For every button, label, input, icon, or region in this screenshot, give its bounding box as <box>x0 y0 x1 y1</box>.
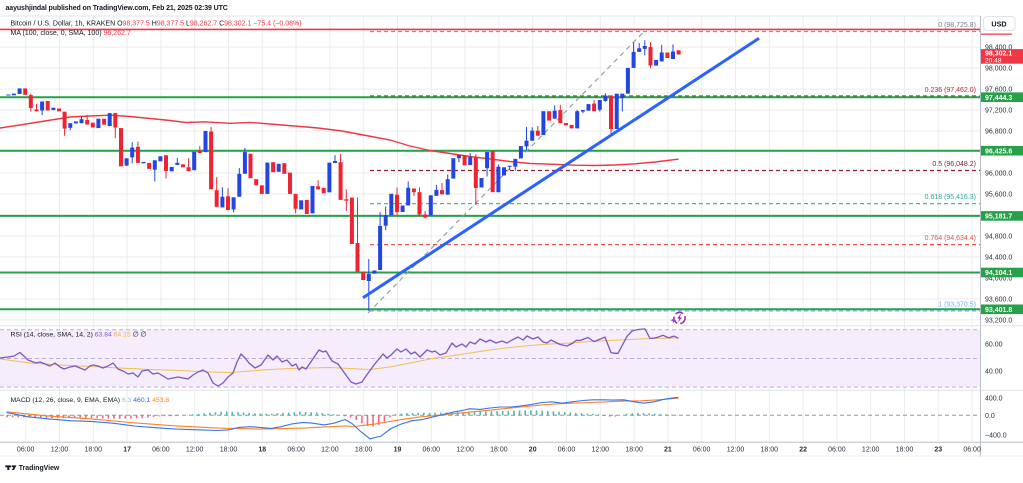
svg-text:USD: USD <box>991 19 1006 28</box>
svg-text:06:00: 06:00 <box>828 446 846 453</box>
svg-text:0.764 (94,634.4): 0.764 (94,634.4) <box>925 235 976 242</box>
svg-text:12:00: 12:00 <box>456 446 474 453</box>
svg-text:18:00: 18:00 <box>625 446 643 453</box>
svg-text:18:00: 18:00 <box>355 446 373 453</box>
svg-text:18:00: 18:00 <box>220 446 238 453</box>
svg-text:Bitcoin / U.S. Dollar, 1h, KRA: Bitcoin / U.S. Dollar, 1h, KRAKEN O98,37… <box>11 20 302 27</box>
svg-text:0 (98,725.8): 0 (98,725.8) <box>938 22 976 29</box>
svg-text:12:00: 12:00 <box>321 446 339 453</box>
svg-text:95,181.7: 95,181.7 <box>985 214 1012 221</box>
svg-text:12:00: 12:00 <box>186 446 204 453</box>
svg-text:97,444.3: 97,444.3 <box>985 95 1012 102</box>
svg-text:MACD (12, 26, close, 9, EMA, E: MACD (12, 26, close, 9, EMA, EMA) 6.3 46… <box>11 397 170 404</box>
svg-text:94,400.0: 94,400.0 <box>985 255 1012 262</box>
svg-text:96,000.0: 96,000.0 <box>985 171 1012 178</box>
svg-text:18:00: 18:00 <box>896 446 914 453</box>
svg-text:18: 18 <box>258 446 266 453</box>
svg-text:06:00: 06:00 <box>152 446 170 453</box>
svg-text:12:00: 12:00 <box>592 446 610 453</box>
svg-text:18:00: 18:00 <box>761 446 779 453</box>
svg-text:0.0: 0.0 <box>985 413 995 420</box>
svg-text:0.236 (97,462.0): 0.236 (97,462.0) <box>925 87 976 94</box>
svg-text:aayushjindal published on Trad: aayushjindal published on TradingView.co… <box>6 5 228 12</box>
svg-text:06:00: 06:00 <box>558 446 576 453</box>
svg-text:0.618 (95,416.3): 0.618 (95,416.3) <box>925 194 976 201</box>
svg-text:06:00: 06:00 <box>287 446 305 453</box>
svg-text:19: 19 <box>394 446 402 453</box>
svg-text:96,800.0: 96,800.0 <box>985 129 1012 136</box>
svg-text:06:00: 06:00 <box>693 446 711 453</box>
svg-text:93,200.0: 93,200.0 <box>985 318 1012 325</box>
svg-text:98,000.0: 98,000.0 <box>985 66 1012 73</box>
svg-text:20:48: 20:48 <box>985 58 1002 65</box>
svg-text:97,200.0: 97,200.0 <box>985 108 1012 115</box>
svg-text:12:00: 12:00 <box>727 446 745 453</box>
svg-text:23: 23 <box>934 446 942 453</box>
svg-text:96,425.6: 96,425.6 <box>985 148 1012 155</box>
svg-text:60.00: 60.00 <box>985 342 1003 349</box>
svg-text:22: 22 <box>799 446 807 453</box>
svg-text:1 (93,370.5): 1 (93,370.5) <box>938 301 976 308</box>
svg-text:94,800.0: 94,800.0 <box>985 234 1012 241</box>
svg-text:21: 21 <box>664 446 672 453</box>
svg-text:−400.0: −400.0 <box>985 433 1007 440</box>
svg-text:12:00: 12:00 <box>862 446 880 453</box>
svg-text:20: 20 <box>529 446 537 453</box>
svg-text:06:00: 06:00 <box>17 446 35 453</box>
svg-text:0.5 (96,048.2): 0.5 (96,048.2) <box>932 161 976 168</box>
svg-text:12:00: 12:00 <box>51 446 69 453</box>
svg-text:MA (100, close, 0, SMA, 100) 9: MA (100, close, 0, SMA, 100) 96,262.7 <box>11 30 131 37</box>
svg-text:93,600.0: 93,600.0 <box>985 297 1012 304</box>
svg-text:400.0: 400.0 <box>985 395 1003 402</box>
svg-text:94,104.1: 94,104.1 <box>985 270 1012 277</box>
svg-text:TradingView: TradingView <box>19 465 60 472</box>
svg-text:06:00: 06:00 <box>423 446 441 453</box>
svg-text:93,401.8: 93,401.8 <box>985 307 1012 314</box>
svg-text:18:00: 18:00 <box>490 446 508 453</box>
svg-text:98,302.1: 98,302.1 <box>985 51 1012 58</box>
svg-text:40.00: 40.00 <box>985 368 1003 375</box>
svg-text:06:00: 06:00 <box>963 446 981 453</box>
svg-text:95,600.0: 95,600.0 <box>985 192 1012 199</box>
svg-text:18:00: 18:00 <box>85 446 103 453</box>
svg-text:17: 17 <box>123 446 131 453</box>
svg-text:RSI (14, close, SMA, 14, 2) 63: RSI (14, close, SMA, 14, 2) 63.84 64.15 … <box>11 331 147 338</box>
